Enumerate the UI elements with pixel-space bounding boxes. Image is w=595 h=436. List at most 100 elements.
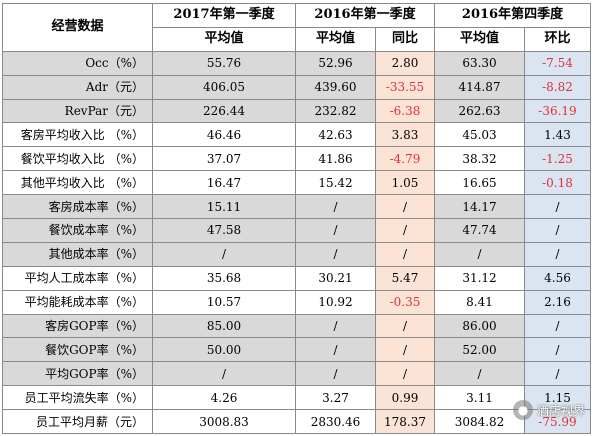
cell-avg-2016q1: 30.21 [295, 265, 376, 291]
cell-avg-2017q1: 55.76 [152, 50, 296, 76]
cell-avg-2016q1: 52.96 [295, 50, 376, 76]
cell-avg-2017q1: 85.00 [152, 313, 296, 339]
table-row: 餐饮平均收入比 （%） 37.07 41.86 -4.79 38.32 -1.25 [2, 146, 591, 172]
cell-avg-2016q1: 10.92 [295, 289, 376, 315]
cell-avg-2016q4: 86.00 [434, 313, 525, 339]
row-label: 平均人工成本率（%） [2, 265, 153, 291]
table-row: 客房平均收入比 （%） 46.46 42.63 3.83 45.03 1.43 [2, 122, 591, 148]
table-body: Occ（%） 55.76 52.96 2.80 63.30 -7.54 Adr（元） 406.… [2, 50, 591, 435]
cell-avg-2016q4: 414.87 [434, 74, 525, 100]
operating-data-table: 经营数据 2017年第一季度 2016年第一季度 2016年第四季度 平均值 平… [2, 3, 591, 435]
row-label: 员工平均月薪（元） [2, 409, 153, 435]
cell-avg-2016q1: 15.42 [295, 170, 376, 196]
cell-avg-2017q1: 406.05 [152, 74, 296, 100]
cell-yoy: 5.47 [375, 265, 435, 291]
table-row: RevPar（元） 226.44 232.82 -6.38 262.63 -36.19 [2, 98, 591, 124]
row-label: Adr（元） [2, 74, 153, 100]
row-label: 客房成本率（%） [2, 194, 153, 220]
cell-avg-2016q4: 45.03 [434, 122, 525, 148]
header-yoy: 同比 [375, 26, 435, 52]
cell-yoy: / [375, 361, 435, 387]
cell-avg-2016q4: 14.17 [434, 194, 525, 220]
cell-avg-2016q1: 42.63 [295, 122, 376, 148]
header-avg-2017q1: 平均值 [152, 26, 296, 52]
cell-avg-2017q1: 15.11 [152, 194, 296, 220]
cell-avg-2017q1: 47.58 [152, 218, 296, 243]
cell-avg-2016q4: 16.65 [434, 170, 525, 196]
table-row: 餐饮成本率（%） 47.58//47.74/ [2, 218, 591, 243]
row-label: 平均能耗成本率（%） [2, 289, 153, 315]
cell-avg-2016q1: / [295, 241, 376, 267]
cell-qoq: / [524, 313, 591, 339]
cell-avg-2016q4: 47.74 [434, 218, 525, 243]
cell-qoq: 2.16 [524, 289, 591, 315]
cell-avg-2016q4: 38.32 [434, 146, 525, 172]
table-row: 其他平均收入比 （%） 16.47 15.42 1.05 16.65 -0.18 [2, 170, 591, 196]
watermark: ● 酒店视界 [512, 400, 585, 420]
table-row: 平均GOP率（%） / / / / / [2, 361, 591, 387]
cell-avg-2016q4: 3.11 [434, 385, 525, 411]
table-row: 其他成本率（%） / / / / / [2, 241, 591, 267]
cell-qoq: -7.54 [524, 50, 591, 76]
cell-avg-2016q4: / [434, 361, 525, 387]
cell-avg-2016q1: 41.86 [295, 146, 376, 172]
row-label: 其他成本率（%） [2, 241, 153, 267]
cell-qoq: -36.19 [524, 98, 591, 124]
cell-avg-2017q1: / [152, 241, 296, 267]
cell-avg-2016q1: / [295, 218, 376, 243]
cell-avg-2016q1: / [295, 194, 376, 220]
cell-yoy: / [375, 194, 435, 220]
cell-yoy: -0.35 [375, 289, 435, 315]
header-period-2016q4: 2016年第四季度 [434, 3, 591, 28]
cell-qoq: / [524, 337, 591, 363]
table-row: Adr（元） 406.05 439.60 -33.55 414.87 -8.82 [2, 74, 591, 100]
cell-yoy: / [375, 337, 435, 363]
cell-avg-2016q4: 3084.82 [434, 409, 525, 435]
header-qoq: 环比 [524, 26, 591, 52]
row-label: 平均GOP率（%） [2, 361, 153, 387]
row-label: Occ（%） [2, 50, 153, 76]
header-avg-2016q1: 平均值 [295, 26, 376, 52]
cell-avg-2016q1: 439.60 [295, 74, 376, 100]
cell-yoy: -6.38 [375, 98, 435, 124]
cell-avg-2016q1: 232.82 [295, 98, 376, 124]
cell-avg-2016q4: / [434, 241, 525, 267]
cell-yoy: 0.99 [375, 385, 435, 411]
cell-avg-2017q1: 50.00 [152, 337, 296, 363]
table-row: 餐饮GOP率（%） 50.00//52.00/ [2, 337, 591, 363]
cell-avg-2016q1: / [295, 337, 376, 363]
row-label: 客房平均收入比 （%） [2, 122, 153, 148]
cell-avg-2017q1: 226.44 [152, 98, 296, 124]
table-row: 员工平均月薪（元） 3008.83 2830.46 178.37 3084.82 -75.… [2, 409, 591, 435]
cell-qoq: / [524, 241, 591, 267]
cell-yoy: / [375, 313, 435, 339]
cell-yoy: -4.79 [375, 146, 435, 172]
table-row: 平均人工成本率（%） 35.68 30.21 5.47 31.12 4.56 [2, 265, 591, 291]
cell-avg-2016q4: 8.41 [434, 289, 525, 315]
cell-qoq: 1.43 [524, 122, 591, 148]
cell-avg-2017q1: 16.47 [152, 170, 296, 196]
cell-avg-2017q1: 46.46 [152, 122, 296, 148]
watermark-text: 酒店视界 [536, 403, 585, 418]
cell-avg-2017q1: 3008.83 [152, 409, 296, 435]
row-label: 餐饮GOP率（%） [2, 337, 153, 363]
row-label: 员工平均流失率（%） [2, 385, 153, 411]
cell-qoq: -1.25 [524, 146, 591, 172]
cell-avg-2016q1: 2830.46 [295, 409, 376, 435]
cell-avg-2016q1: / [295, 361, 376, 387]
cell-avg-2016q4: 52.00 [434, 337, 525, 363]
row-label: 客房GOP率（%） [2, 313, 153, 339]
cell-avg-2017q1: 4.26 [152, 385, 296, 411]
cell-qoq: -8.82 [524, 74, 591, 100]
cell-avg-2016q1: 3.27 [295, 385, 376, 411]
cell-avg-2016q4: 63.30 [434, 50, 525, 76]
header-avg-2016q4: 平均值 [434, 26, 525, 52]
header-row-periods: 经营数据 2017年第一季度 2016年第一季度 2016年第四季度 [2, 3, 591, 52]
header-period-2016q1: 2016年第一季度 [295, 3, 435, 28]
cell-yoy: -33.55 [375, 74, 435, 100]
cell-yoy: / [375, 241, 435, 267]
row-label: RevPar（元） [2, 98, 153, 124]
cell-yoy: 178.37 [375, 409, 435, 435]
wechat-icon: ● [512, 400, 533, 420]
table-row: 平均能耗成本率（%） 10.57 10.92 -0.35 8.41 2.16 [2, 289, 591, 315]
